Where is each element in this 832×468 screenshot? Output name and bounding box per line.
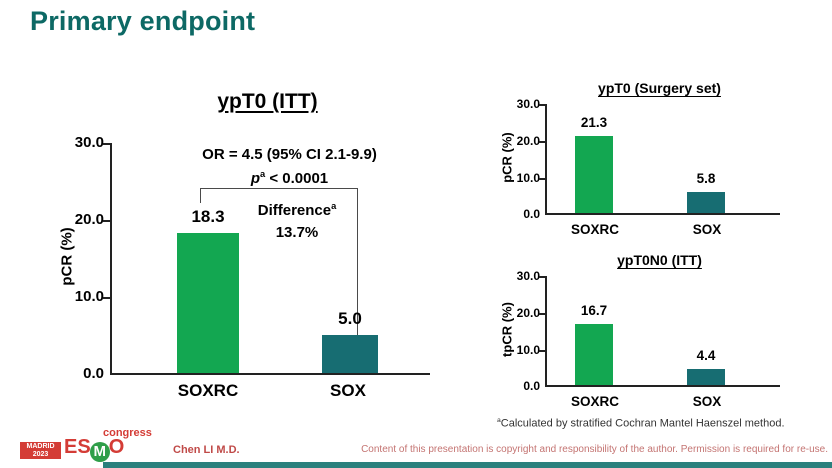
bar-sox: 4.4 <box>687 348 725 385</box>
x-category-label-sox: SOX <box>692 394 722 409</box>
bar-value-label: 21.3 <box>580 114 608 130</box>
bar-value-label: 5.0 <box>338 308 362 328</box>
y-tick-label: 0.0 <box>523 207 540 221</box>
p-symbol: p <box>250 170 260 187</box>
y-tick-mark <box>539 350 547 352</box>
y-tick-label: 0.0 <box>83 365 104 382</box>
y-tick-label: 20.0 <box>516 306 540 320</box>
method-footnote: aCalculated by stratified Cochran Mantel… <box>497 417 785 430</box>
y-tick-mark <box>539 313 547 315</box>
difference-superscript: a <box>331 201 337 211</box>
p-value-text: < 0.0001 <box>265 170 329 187</box>
bar-sox: 5.8 <box>687 171 725 213</box>
chart-title: ypT0N0 (ITT) <box>617 252 702 268</box>
y-tick-label: 20.0 <box>74 211 104 228</box>
chart-title: ypT0 (Surgery set) <box>598 80 721 96</box>
y-tick-mark <box>103 143 112 145</box>
y-tick-label: 10.0 <box>74 288 104 305</box>
x-category-label-sox: SOX <box>330 381 366 400</box>
y-tick-mark <box>539 104 547 106</box>
logo-venue-city: MADRID <box>26 443 55 450</box>
comparison-bracket-left <box>200 188 201 203</box>
chart-ypt0n0-itt: ypT0N0 (ITT) tpCR (%) 30.0 20.0 10.0 0.0… <box>492 252 827 422</box>
esmo-green-circle: M <box>89 442 110 462</box>
difference-label: Differencea <box>257 201 337 219</box>
plot-area: tpCR (%) 30.0 20.0 10.0 0.0 16.7 4.4 SOX… <box>500 269 780 409</box>
footnote-superscript: a <box>497 417 501 424</box>
bar-value-label: 18.3 <box>191 206 225 226</box>
bar-soxrc: 16.7 <box>575 303 613 385</box>
bar-sox: 5.0 <box>322 309 378 373</box>
difference-annotation: Differencea 13.7% <box>222 195 372 244</box>
copyright-notice: Content of this presentation is copyrigh… <box>361 444 828 455</box>
chart-ypt0-itt: ypT0 (ITT) pCR (%) 30.0 20.0 10.0 0.0 OR… <box>55 88 450 418</box>
plot-area: pCR (%) 30.0 20.0 10.0 0.0 21.3 5.8 SOXR… <box>500 97 780 237</box>
esmo-congress-logo: congress MADRID 2023 ES M O <box>20 426 160 464</box>
slide-title: Primary endpoint <box>30 6 256 36</box>
y-axis-label: pCR (%) <box>499 132 515 183</box>
bar-value-label: 16.7 <box>580 303 608 319</box>
odds-ratio-annotation: OR = 4.5 (95% CI 2.1-9.9) <box>202 146 377 163</box>
y-tick-label: 10.0 <box>516 343 540 357</box>
x-category-label-soxrc: SOXRC <box>177 381 239 400</box>
y-tick-label: 20.0 <box>516 134 540 148</box>
esmo-wordmark: ES M O <box>64 436 125 462</box>
y-tick-label: 30.0 <box>74 134 104 151</box>
bar-value-label: 5.8 <box>696 170 716 186</box>
p-superscript: a <box>260 169 266 179</box>
bar-soxrc: 18.3 <box>177 207 239 373</box>
y-tick-label: 10.0 <box>516 171 540 185</box>
chart-title: ypT0 (ITT) <box>217 90 318 113</box>
y-tick-mark <box>103 220 112 222</box>
comparison-bracket-line <box>200 188 358 189</box>
difference-value: 13.7% <box>275 224 319 241</box>
y-tick-mark <box>539 141 547 143</box>
logo-venue-year: 2023 <box>32 451 49 458</box>
bar-value-label: 4.4 <box>696 348 716 364</box>
p-value-annotation: pa < 0.0001 <box>172 169 407 187</box>
bar-soxrc: 21.3 <box>575 115 613 213</box>
x-category-label-sox: SOX <box>692 222 722 237</box>
y-tick-mark <box>539 178 547 180</box>
x-category-label-soxrc: SOXRC <box>570 222 619 237</box>
plot-area: pCR (%) 30.0 20.0 10.0 0.0 OR = 4.5 (95%… <box>59 134 430 400</box>
slide-bottom-bar <box>103 462 832 468</box>
y-tick-mark <box>539 276 547 278</box>
x-category-label-soxrc: SOXRC <box>570 394 619 409</box>
y-tick-label: 0.0 <box>523 379 540 393</box>
comparison-bracket-right <box>357 188 358 336</box>
presenter-name: Chen LI M.D. <box>173 444 240 456</box>
chart-ypt0-surgery-set: ypT0 (Surgery set) pCR (%) 30.0 20.0 10.… <box>492 80 827 250</box>
y-axis-label: tpCR (%) <box>499 302 515 357</box>
y-tick-label: 30.0 <box>516 269 540 283</box>
y-tick-mark <box>103 297 112 299</box>
logo-congress-text: congress <box>103 427 152 439</box>
logo-venue-badge: MADRID 2023 <box>20 442 61 459</box>
y-tick-label: 30.0 <box>516 97 540 111</box>
